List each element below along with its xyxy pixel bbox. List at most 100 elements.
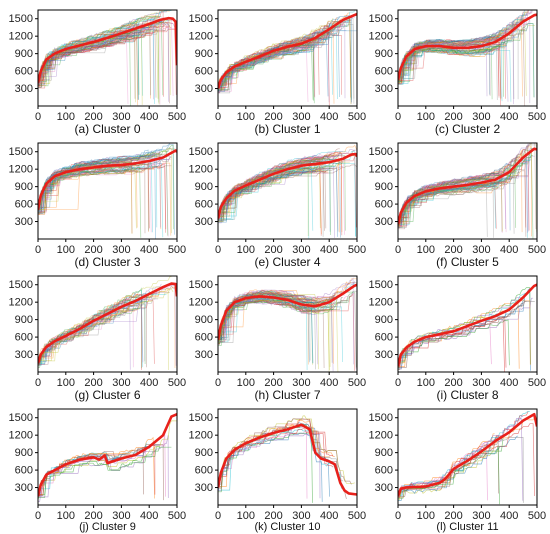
trace-line — [398, 28, 519, 100]
trace-line — [398, 24, 529, 84]
x-tick-label: 400 — [140, 377, 158, 389]
trace-line — [218, 291, 335, 338]
y-tick-label: 600 — [375, 66, 393, 78]
trace-line — [38, 303, 146, 368]
trace-line — [38, 25, 177, 86]
chart-panel-7: 300 600 900 1200 1500 0 100 200 300 400 500 — [189, 275, 366, 389]
y-tick-label: 1500 — [369, 412, 393, 424]
trace-line — [218, 167, 334, 224]
trace-line — [38, 283, 162, 361]
trace-line — [398, 34, 491, 96]
trace-group — [398, 143, 537, 239]
y-tick-label: 1500 — [369, 146, 393, 158]
trace-line — [38, 156, 154, 209]
x-tick-label: 500 — [348, 244, 366, 256]
plot-frame — [397, 142, 538, 240]
trace-line — [218, 38, 322, 91]
chart-caption: (j) Cluster 9 — [79, 521, 136, 533]
x-tick-label: 100 — [237, 510, 255, 522]
trace-line — [398, 300, 531, 367]
trace-line — [218, 165, 339, 232]
trace-line — [218, 292, 355, 371]
trace-line — [218, 156, 339, 218]
trace-line — [218, 17, 337, 86]
y-tick-label: 1200 — [369, 31, 393, 43]
x-tick-label: 0 — [395, 244, 401, 256]
trace-line — [38, 29, 151, 96]
y-tick-label: 1500 — [9, 412, 33, 424]
trace-line — [218, 166, 317, 219]
trace-line — [398, 174, 519, 230]
y-tick-label: 300 — [15, 349, 33, 361]
trace-line — [38, 435, 169, 502]
trace-line — [398, 143, 529, 232]
trace-line — [398, 32, 510, 79]
chart-panel-4: 300 600 900 1200 1500 0 100 200 300 400 500 — [189, 142, 366, 256]
trace-line — [38, 287, 142, 369]
y-tick-label: 1200 — [189, 430, 213, 442]
y-tick-label: 300 — [15, 216, 33, 228]
trace-line — [398, 172, 495, 223]
trace-line — [38, 20, 169, 86]
mean-line — [38, 16, 177, 84]
y-tick-label: 600 — [15, 465, 33, 477]
trace-line — [218, 171, 309, 221]
trace-line — [38, 304, 134, 368]
plot-frame — [217, 275, 358, 373]
trace-line — [38, 22, 174, 85]
trace-line — [218, 31, 334, 91]
trace-line — [398, 14, 529, 79]
trace-line — [38, 22, 169, 86]
trace-line — [218, 170, 329, 221]
trace-line — [218, 292, 322, 340]
trace-line — [38, 304, 140, 368]
trace-line — [38, 37, 127, 86]
trace-line — [398, 25, 535, 83]
x-tick-label: 200 — [84, 377, 102, 389]
y-tick-label: 900 — [195, 314, 213, 326]
y-tick-label: 600 — [195, 66, 213, 78]
trace-line — [218, 159, 320, 216]
chart-panel-0: 300 600 900 1200 1500 0 100 200 300 400 500 — [9, 9, 186, 123]
x-tick-label: 100 — [417, 111, 435, 123]
trace-line — [218, 23, 355, 99]
trace-line — [38, 294, 139, 360]
trace-line — [38, 28, 154, 86]
plot-frame — [397, 9, 538, 107]
y-tick-label: 1500 — [189, 279, 213, 291]
trace-line — [38, 39, 131, 106]
trace-line — [218, 290, 357, 343]
y-tick-label: 1500 — [369, 13, 393, 25]
chart-caption: (g) Cluster 6 — [74, 388, 141, 402]
trace-line — [218, 159, 322, 236]
trace-line — [218, 25, 329, 86]
trace-line — [38, 170, 144, 214]
trace-line — [218, 28, 322, 88]
mean-line — [398, 412, 537, 497]
y-tick-label: 600 — [195, 199, 213, 211]
trace-line — [218, 289, 339, 339]
x-tick-label: 400 — [500, 377, 518, 389]
trace-line — [218, 289, 339, 338]
trace-line — [38, 23, 139, 106]
trace-line — [398, 15, 529, 76]
trace-line — [38, 158, 172, 213]
trace-line — [218, 44, 325, 91]
y-tick-label: 1200 — [189, 297, 213, 309]
chart-panel-8: 300 600 900 1200 1500 0 100 200 300 400 500 — [369, 275, 546, 389]
x-tick-label: 100 — [57, 244, 75, 256]
trace-line — [398, 27, 527, 84]
x-tick-label: 0 — [215, 510, 221, 522]
trace-line — [398, 175, 529, 226]
x-tick-label: 500 — [348, 377, 366, 389]
trace-line — [38, 162, 172, 236]
trace-line — [218, 300, 312, 345]
x-tick-label: 500 — [528, 244, 546, 256]
trace-line — [218, 23, 342, 89]
y-tick-label: 600 — [195, 332, 213, 344]
trace-line — [218, 168, 322, 220]
trace-line — [38, 168, 155, 216]
trace-line — [218, 428, 334, 489]
trace-line — [38, 143, 171, 208]
trace-line — [38, 19, 155, 105]
